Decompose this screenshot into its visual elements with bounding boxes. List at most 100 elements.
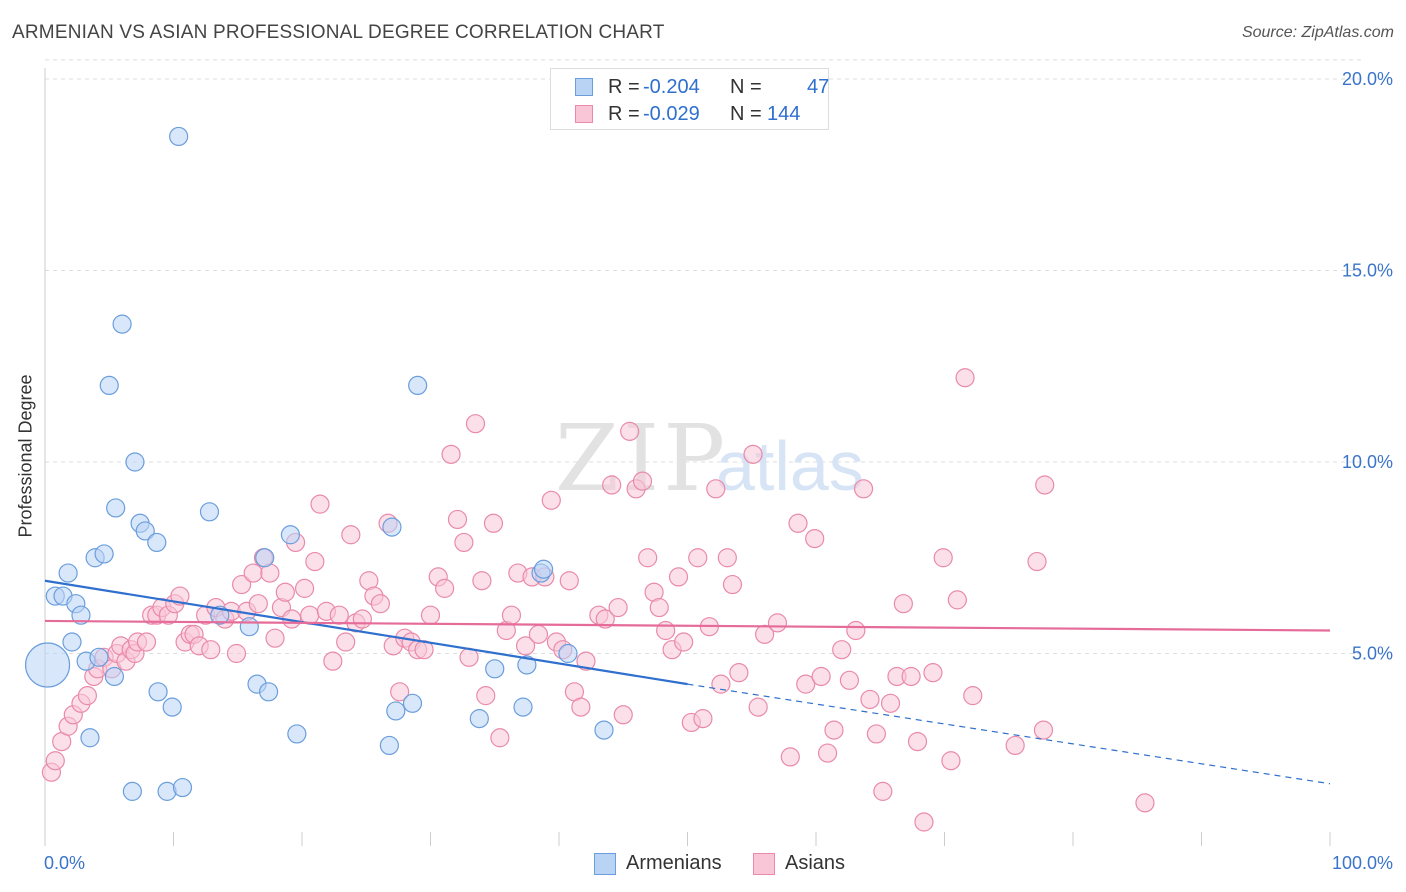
asian-point bbox=[576, 651, 596, 671]
armenian-point bbox=[485, 659, 505, 679]
asian-point bbox=[722, 574, 743, 595]
armenian-point bbox=[258, 682, 279, 702]
armenian-point bbox=[408, 375, 428, 395]
asian-point bbox=[275, 582, 295, 602]
asian-point bbox=[595, 609, 615, 629]
asian-point bbox=[729, 663, 749, 683]
r-value: -0.204 bbox=[643, 76, 700, 98]
asian-point bbox=[602, 475, 622, 495]
asian-point bbox=[632, 471, 653, 491]
asian-point bbox=[370, 594, 390, 614]
x-tick-label: 0.0% bbox=[44, 853, 85, 873]
armenian-point bbox=[558, 643, 578, 664]
armenian-point bbox=[382, 517, 402, 537]
asian-point bbox=[688, 548, 708, 568]
armenians-swatch bbox=[594, 853, 616, 875]
asian-point bbox=[846, 620, 866, 641]
asian-point bbox=[923, 663, 943, 683]
n-label: N = bbox=[730, 76, 762, 98]
armenian-point bbox=[24, 642, 71, 688]
asian-point bbox=[832, 640, 852, 660]
asian-point bbox=[693, 709, 713, 729]
armenian-point bbox=[402, 693, 423, 713]
armenian-point bbox=[172, 777, 193, 798]
asian-point bbox=[170, 586, 190, 606]
asian-point bbox=[780, 747, 800, 767]
asian-point bbox=[243, 563, 263, 583]
asian-point bbox=[811, 666, 831, 687]
asian-point bbox=[1005, 735, 1025, 756]
asian-point bbox=[472, 571, 492, 591]
chart-title: ARMENIAN VS ASIAN PROFESSIONAL DEGREE CO… bbox=[12, 22, 665, 43]
asian-point bbox=[447, 509, 468, 530]
asian-point bbox=[201, 640, 221, 660]
asian-point bbox=[947, 590, 967, 610]
asians-trend-line bbox=[44, 619, 1331, 632]
asian-point bbox=[656, 620, 676, 641]
asian-point bbox=[674, 632, 694, 652]
asian-point bbox=[571, 697, 591, 717]
asian-point bbox=[907, 731, 928, 752]
asian-point bbox=[796, 674, 816, 694]
asian-point bbox=[77, 686, 98, 706]
asian-point bbox=[893, 594, 913, 614]
tick-labels: 5.0% 10.0% 15.0% 20.0% 0.0% 100.0% bbox=[44, 69, 1393, 873]
asian-point bbox=[323, 651, 343, 671]
asian-point bbox=[839, 670, 860, 690]
r-label: R = bbox=[608, 103, 640, 125]
series-armenians bbox=[24, 126, 614, 801]
asian-point bbox=[294, 578, 315, 598]
asian-point bbox=[341, 525, 361, 545]
armenian-point bbox=[199, 502, 220, 522]
watermark-atlas: atlas bbox=[716, 427, 864, 505]
asian-point bbox=[483, 513, 504, 533]
asian-point bbox=[226, 643, 247, 664]
asian-point bbox=[853, 479, 874, 499]
armenian-point bbox=[386, 701, 406, 721]
armenian-point bbox=[99, 375, 119, 395]
asian-point bbox=[136, 632, 157, 652]
asian-point bbox=[265, 628, 285, 648]
y-tick-label: 15.0% bbox=[1342, 261, 1393, 281]
asian-point bbox=[441, 444, 461, 464]
armenian-point bbox=[280, 525, 301, 545]
asian-point bbox=[743, 444, 763, 464]
asian-point bbox=[528, 624, 549, 644]
armenian-point bbox=[287, 724, 307, 744]
armenian-point bbox=[517, 655, 537, 675]
armenian-point bbox=[379, 735, 399, 756]
asian-point bbox=[767, 613, 788, 633]
asian-point bbox=[559, 571, 579, 591]
legend-label: Armenians bbox=[626, 852, 722, 874]
armenian-point bbox=[469, 709, 489, 729]
asian-point bbox=[638, 548, 658, 568]
armenian-point bbox=[594, 720, 614, 740]
asian-point bbox=[608, 597, 628, 618]
armenian-point bbox=[122, 781, 142, 801]
asian-point bbox=[390, 682, 410, 702]
legend-label: Asians bbox=[785, 852, 846, 874]
asian-point bbox=[352, 609, 372, 629]
armenian-point bbox=[62, 632, 82, 652]
armenians-trend-extension bbox=[687, 683, 1331, 785]
asian-point bbox=[914, 812, 934, 832]
asian-point bbox=[649, 597, 669, 618]
asian-point bbox=[788, 513, 808, 533]
r-value: -0.029 bbox=[643, 103, 700, 125]
asian-point bbox=[706, 479, 726, 499]
asian-point bbox=[668, 567, 689, 587]
armenian-point bbox=[239, 617, 259, 637]
asian-point bbox=[860, 689, 880, 710]
asian-point bbox=[817, 743, 838, 763]
armenian-point bbox=[106, 498, 126, 518]
asian-point bbox=[620, 421, 640, 441]
armenian-point bbox=[89, 647, 109, 667]
asian-point bbox=[232, 574, 252, 595]
asian-point bbox=[933, 548, 953, 568]
asians-swatch bbox=[753, 853, 775, 875]
asian-point bbox=[805, 528, 825, 549]
armenian-point bbox=[148, 682, 168, 702]
asian-point bbox=[1135, 793, 1155, 813]
asian-point bbox=[1035, 475, 1055, 495]
